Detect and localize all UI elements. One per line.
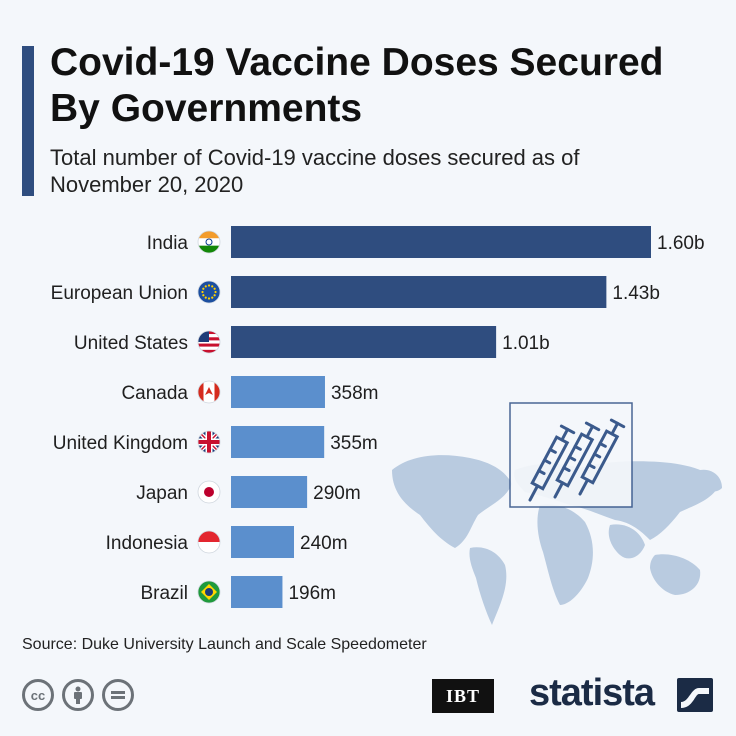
- source-note: Source: Duke University Launch and Scale…: [22, 636, 427, 653]
- category-label-brazil: Brazil: [140, 583, 188, 604]
- value-label-united-kingdom: 355m: [330, 433, 378, 454]
- category-label-united-kingdom: United Kingdom: [53, 433, 188, 454]
- syringe-icon: [509, 402, 633, 508]
- value-label-india: 1.60b: [657, 233, 705, 254]
- category-label-india: India: [147, 233, 189, 254]
- bar-canada: [231, 376, 325, 408]
- bar-japan: [231, 476, 308, 508]
- flag-canada-icon: [197, 380, 221, 404]
- bar-european-union: [231, 276, 607, 308]
- chart-title: Covid-19 Vaccine Doses Secured By Govern…: [50, 41, 664, 130]
- statista-logo[interactable]: statista: [529, 672, 655, 714]
- value-label-brazil: 196m: [288, 583, 336, 604]
- flag-united-states-icon: [197, 330, 221, 354]
- attribution-icon[interactable]: [62, 679, 94, 711]
- category-label-indonesia: Indonesia: [106, 533, 189, 554]
- category-label-united-states: United States: [74, 333, 188, 354]
- value-label-canada: 358m: [331, 383, 379, 404]
- license-icons: cc: [22, 679, 134, 711]
- bar-indonesia: [231, 526, 294, 558]
- flag-brazil-icon: [197, 580, 221, 604]
- bar-united-states: [231, 326, 497, 358]
- no-derivatives-icon[interactable]: [102, 679, 134, 711]
- flag-united-kingdom-icon: [197, 430, 221, 454]
- category-label-european-union: European Union: [51, 283, 188, 304]
- bar-brazil: [231, 576, 283, 608]
- flag-india-icon: [197, 230, 221, 254]
- value-label-indonesia: 240m: [300, 533, 348, 554]
- value-label-united-states: 1.01b: [502, 333, 550, 354]
- title-accent-bar: [22, 46, 34, 196]
- flag-indonesia-icon: [197, 530, 221, 554]
- chart-subtitle: Total number of Covid-19 vaccine doses s…: [50, 145, 580, 197]
- creative-commons-icon[interactable]: cc: [22, 679, 54, 711]
- bars-group: India 1.60b European Union 1.43b United Stat…: [51, 226, 705, 608]
- category-label-canada: Canada: [121, 383, 188, 404]
- bar-india: [231, 226, 651, 258]
- ibt-logo[interactable]: IBT: [432, 679, 494, 713]
- value-label-european-union: 1.43b: [612, 283, 660, 304]
- statista-mark-icon: [677, 678, 713, 712]
- flag-european-union-icon: [197, 280, 221, 304]
- value-label-japan: 290m: [313, 483, 361, 504]
- category-label-japan: Japan: [136, 483, 188, 504]
- flag-japan-icon: [197, 480, 221, 504]
- bar-united-kingdom: [231, 426, 325, 458]
